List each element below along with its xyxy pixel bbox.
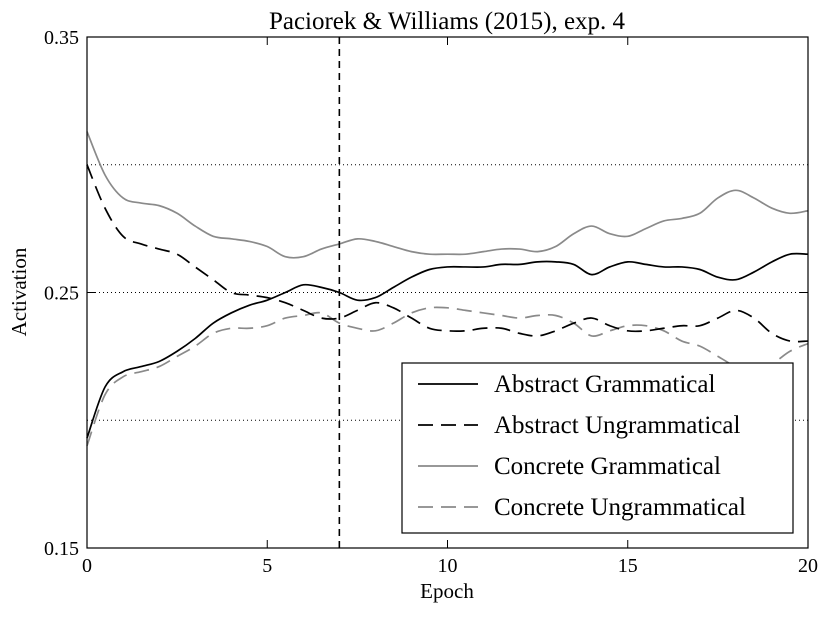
- y-tick-label: 0.35: [44, 27, 79, 49]
- y-axis-label: Activation: [7, 247, 31, 336]
- x-tick-label: 5: [262, 555, 272, 577]
- x-tick-label: 15: [618, 555, 638, 577]
- series-lines: [86, 131, 809, 447]
- series-line-abstract-grammatical: [86, 252, 809, 439]
- legend: Abstract Grammatical Abstract Ungrammatic…: [401, 362, 794, 534]
- x-axis-label: Epoch: [420, 579, 474, 603]
- x-tick-label: 0: [82, 555, 92, 577]
- series-line-concrete-grammatical: [86, 131, 809, 259]
- axis-ticks: 0 5 10 15 20 0.15 0.25 0.35: [44, 27, 818, 577]
- legend-label: Abstract Ungrammatical: [494, 412, 740, 439]
- legend-label: Concrete Grammatical: [494, 453, 721, 480]
- legend-label: Concrete Ungrammatical: [494, 494, 746, 521]
- legend-frame: [401, 362, 794, 534]
- x-tick-label: 20: [798, 555, 818, 577]
- series-line-abstract-ungrammatical: [86, 164, 809, 343]
- legend-item: Concrete Ungrammatical: [418, 494, 746, 521]
- chart-title: Paciorek & Williams (2015), exp. 4: [269, 8, 626, 35]
- legend-label: Abstract Grammatical: [494, 371, 715, 398]
- legend-item: Concrete Grammatical: [418, 453, 721, 480]
- x-tick-label: 10: [438, 555, 458, 577]
- series-line-concrete-ungrammatical: [86, 306, 809, 447]
- y-tick-label: 0.25: [44, 283, 79, 305]
- legend-item: Abstract Ungrammatical: [418, 412, 740, 439]
- legend-item: Abstract Grammatical: [418, 371, 715, 398]
- y-tick-label: 0.15: [44, 538, 79, 560]
